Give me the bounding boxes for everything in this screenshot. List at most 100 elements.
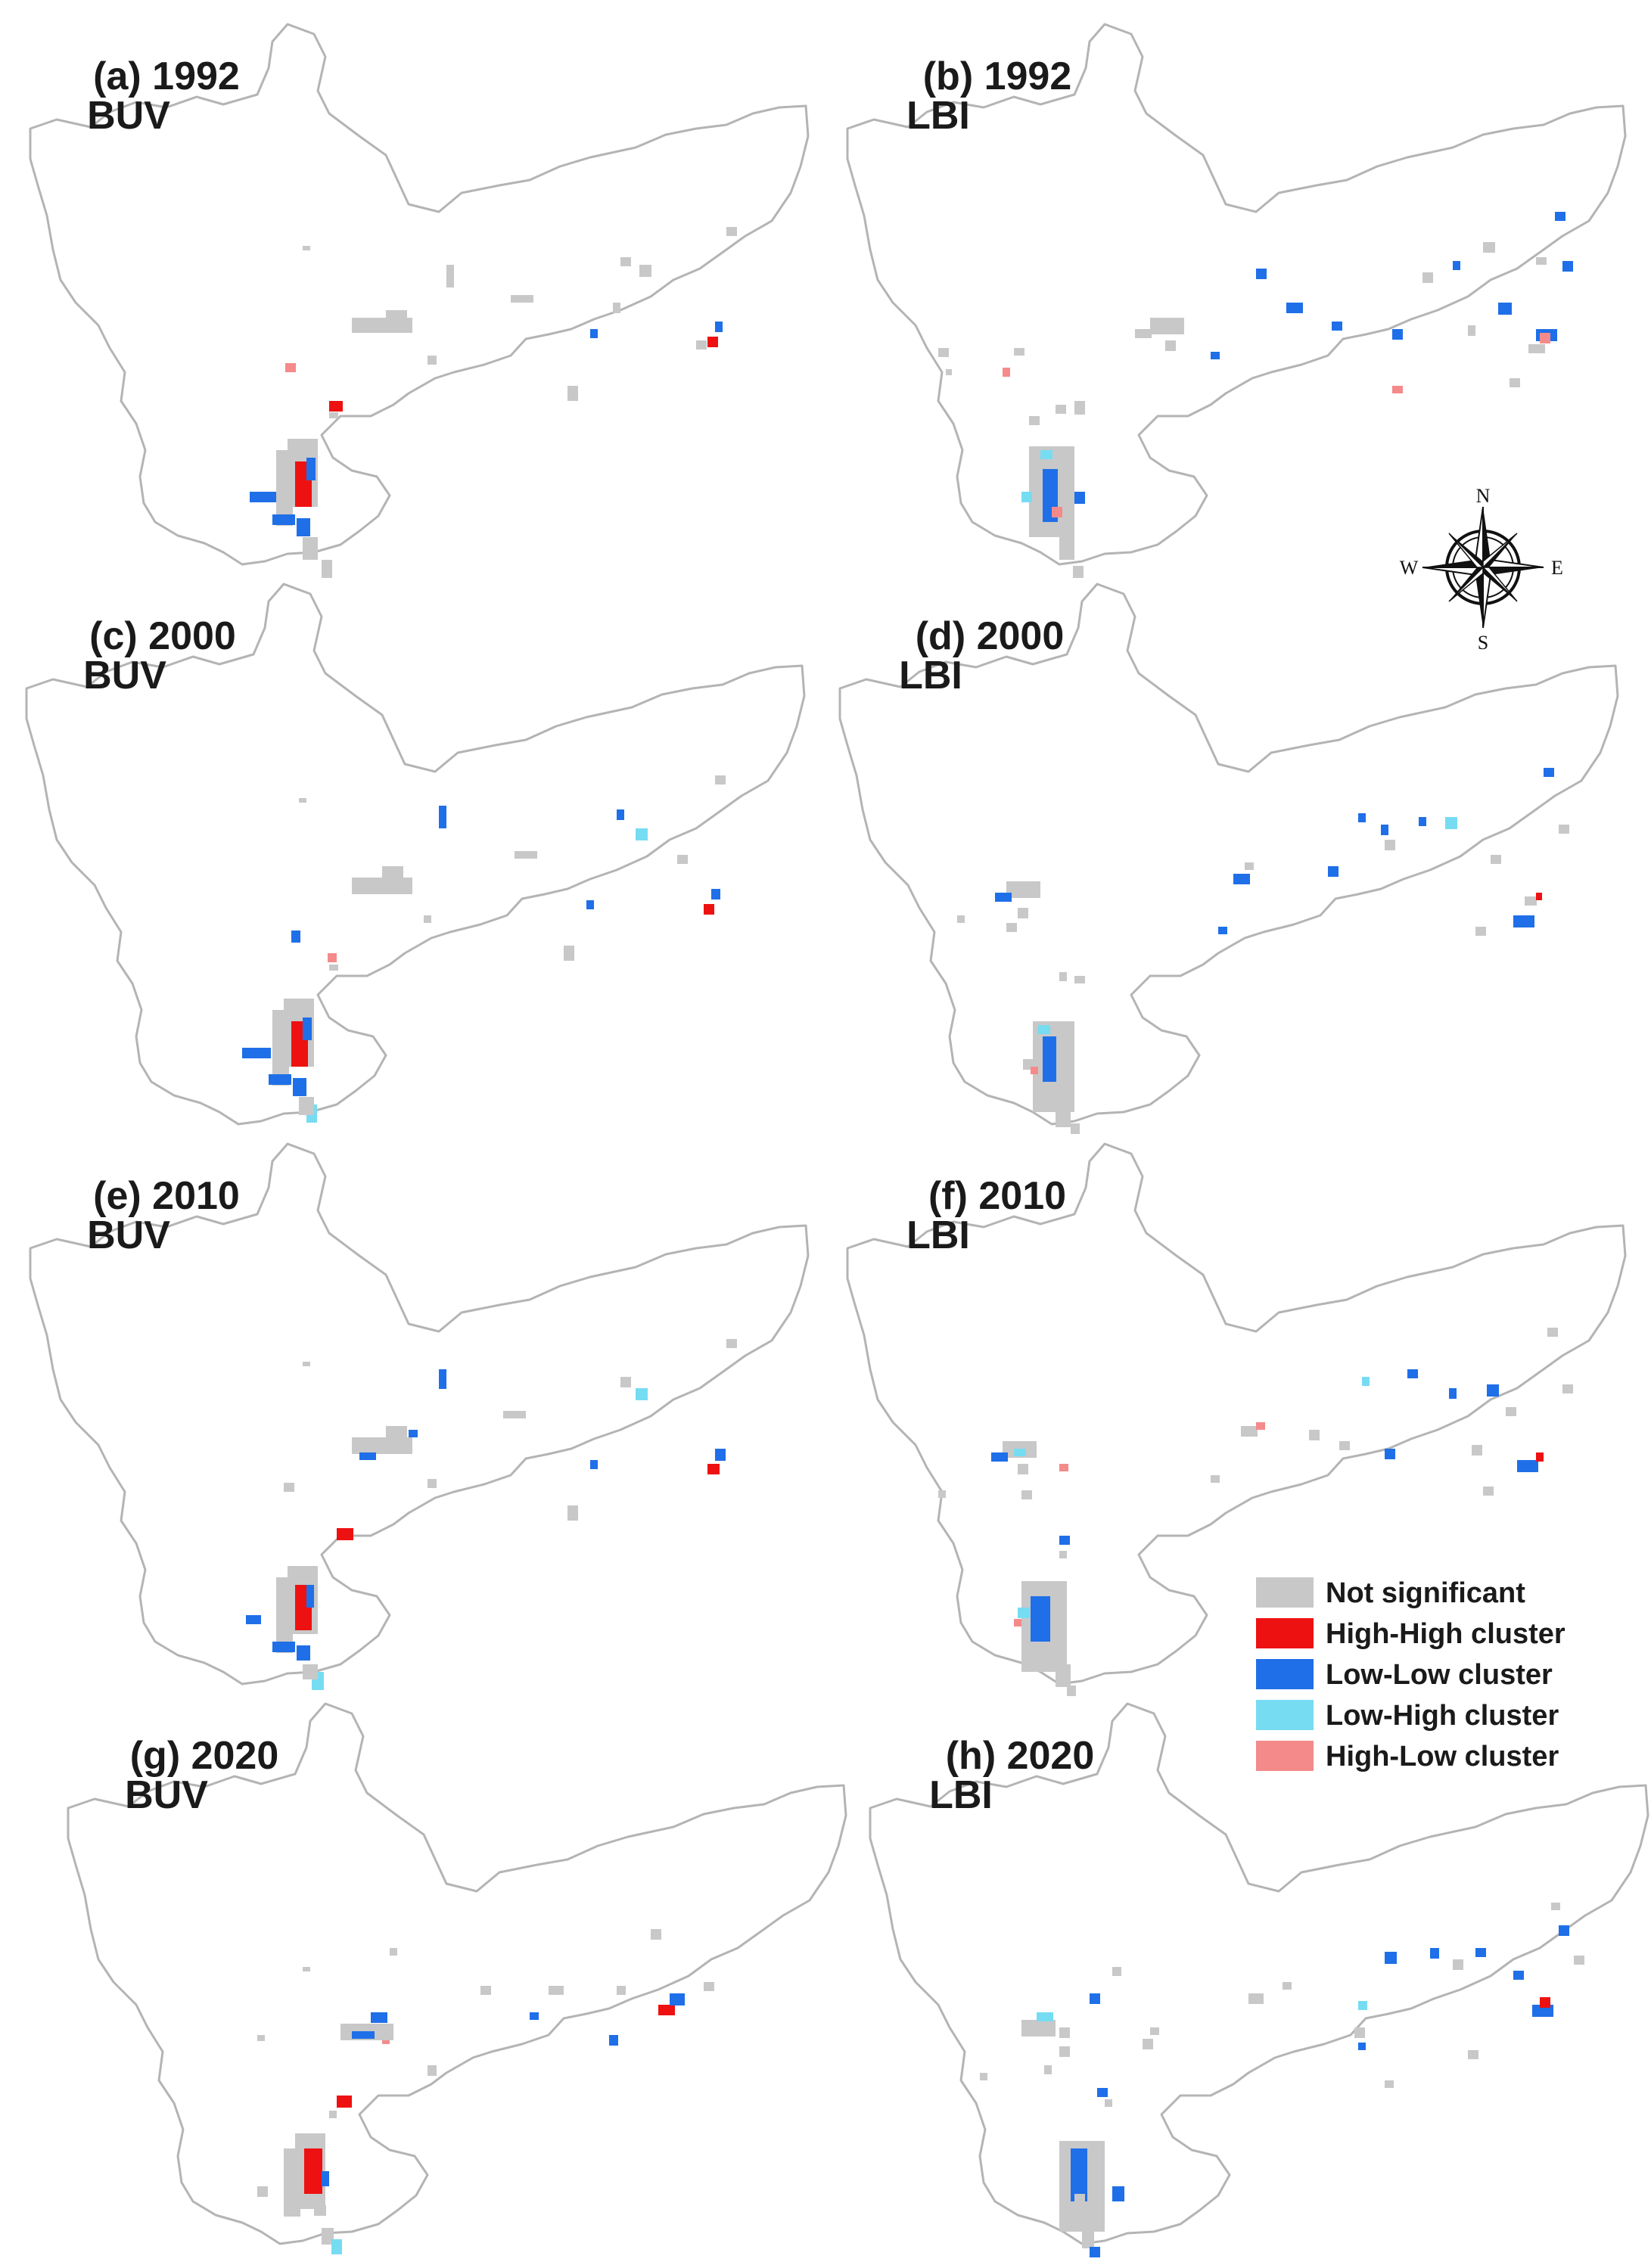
not-significant-cell xyxy=(299,1097,314,1115)
not-significant-cell xyxy=(1059,1551,1067,1558)
low-low-cell xyxy=(1043,1036,1056,1082)
not-significant-cell xyxy=(1056,1104,1071,1127)
low-low-cell xyxy=(715,322,723,332)
low-low-cell xyxy=(609,2035,618,2046)
low-low-cell xyxy=(1211,352,1220,359)
not-significant-cell xyxy=(1559,825,1569,834)
compass-east-label: E xyxy=(1551,557,1563,579)
not-significant-cell xyxy=(1468,2050,1478,2059)
not-significant-cell xyxy=(567,1505,578,1521)
not-significant-cell xyxy=(980,2073,987,2080)
not-significant-cell xyxy=(1574,1956,1584,1965)
not-significant-cell xyxy=(1453,1959,1463,1970)
low-low-cell xyxy=(272,1642,295,1652)
low-low-cell xyxy=(670,1993,685,2005)
compass-rose-icon: N S E W xyxy=(1400,485,1563,654)
not-significant-cell xyxy=(1112,1967,1121,1976)
not-significant-cell xyxy=(1483,1487,1494,1496)
high-low-cell xyxy=(328,953,337,962)
low-high-cell xyxy=(1014,1449,1026,1456)
panel-title: (c) 2000 xyxy=(89,614,236,658)
high-high-cell xyxy=(704,904,714,915)
not-significant-cell xyxy=(322,2228,334,2245)
low-low-cell xyxy=(1562,261,1573,272)
low-low-cell xyxy=(1090,1993,1100,2004)
low-low-cell xyxy=(306,458,316,480)
not-significant-cell xyxy=(1073,566,1084,578)
low-low-cell xyxy=(1392,329,1403,340)
not-significant-cell xyxy=(303,537,318,560)
not-significant-cell xyxy=(322,560,332,578)
not-significant-cell xyxy=(1283,1982,1292,1990)
low-low-cell xyxy=(1498,303,1512,315)
not-significant-cell xyxy=(257,2186,268,2197)
not-significant-cell xyxy=(1021,1490,1032,1499)
high-low-cell xyxy=(1052,507,1062,517)
panel-index-label: BUV xyxy=(125,1773,208,1817)
not-significant-cell xyxy=(257,2035,265,2041)
not-significant-cell xyxy=(1422,272,1433,283)
panel-title: (f) 2010 xyxy=(928,1174,1066,1218)
low-high-cell xyxy=(636,828,648,840)
low-low-cell xyxy=(352,2031,375,2039)
legend-swatch-high-high xyxy=(1256,1618,1314,1648)
not-significant-cell xyxy=(696,340,707,350)
not-significant-cell xyxy=(329,2111,337,2118)
not-significant-cell xyxy=(1483,242,1495,253)
low-low-cell xyxy=(586,900,594,909)
high-high-cell xyxy=(707,337,718,347)
not-significant-cell xyxy=(564,946,574,961)
low-low-cell xyxy=(1544,768,1554,777)
not-significant-cell xyxy=(1071,1123,1080,1134)
not-significant-cell xyxy=(299,798,306,803)
not-significant-cell xyxy=(382,866,403,881)
panel-title: (g) 2020 xyxy=(130,1734,279,1778)
region-boundary xyxy=(29,23,810,566)
panel-index-label: BUV xyxy=(83,654,166,697)
low-low-cell xyxy=(1555,212,1565,221)
high-high-cell xyxy=(658,2005,675,2015)
low-low-cell xyxy=(303,1017,312,1040)
high-high-cell xyxy=(329,401,343,412)
legend-label-low-low: Low-Low cluster xyxy=(1326,1659,1553,1691)
low-low-cell xyxy=(1256,269,1267,279)
not-significant-cell xyxy=(1021,2020,1056,2037)
not-significant-cell xyxy=(620,257,631,266)
legend-swatch-low-high xyxy=(1256,1700,1314,1730)
low-low-cell xyxy=(711,889,720,899)
low-low-cell xyxy=(1385,1449,1395,1459)
not-significant-cell xyxy=(480,1986,491,1995)
region-boundary xyxy=(838,583,1619,1126)
not-significant-cell xyxy=(1029,416,1040,425)
not-significant-cell xyxy=(1150,318,1184,334)
legend-label-not-significant: Not significant xyxy=(1326,1577,1525,1609)
low-high-cell xyxy=(1445,817,1457,829)
not-significant-cell xyxy=(1056,405,1066,414)
low-high-cell xyxy=(636,1388,648,1400)
high-low-cell xyxy=(1540,333,1550,343)
region-boundary xyxy=(29,1142,810,1685)
high-low-cell xyxy=(1059,1464,1068,1471)
low-low-cell xyxy=(1059,1536,1070,1545)
not-significant-cell xyxy=(1339,1441,1350,1450)
not-significant-cell xyxy=(276,450,293,526)
not-significant-cell xyxy=(329,965,338,971)
not-significant-cell xyxy=(303,1664,318,1679)
low-low-cell xyxy=(291,931,300,943)
legend-swatch-high-low xyxy=(1256,1741,1314,1771)
not-significant-cell xyxy=(1385,2080,1394,2088)
region-boundary xyxy=(67,1702,847,2245)
not-significant-cell xyxy=(938,348,949,357)
not-significant-cell xyxy=(1165,340,1176,351)
not-significant-cell xyxy=(1056,1664,1071,1687)
not-significant-cell xyxy=(567,386,578,401)
compass-west-label: W xyxy=(1400,557,1419,579)
low-low-cell xyxy=(530,2012,539,2020)
not-significant-cell xyxy=(1105,2099,1112,2107)
